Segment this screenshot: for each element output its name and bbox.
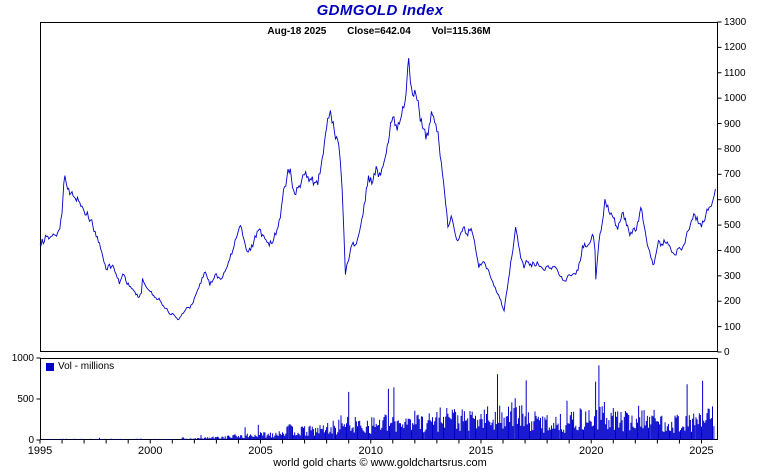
volume-axis-tick-1000: 1000 [11,353,34,364]
x-axis-tick-2020: 2020 [578,445,604,457]
price-axis-tick-300: 300 [724,270,741,282]
x-axis-tick-2010: 2010 [358,445,383,457]
chart-title: GDMGOLD Index [316,2,444,19]
price-axis-tick-400: 400 [724,245,741,257]
volume-bars-series [39,365,715,440]
price-line-series [39,57,716,321]
subtitle-close: Close=642.04 [347,26,411,37]
price-axis-tick-1000: 1000 [724,93,747,105]
x-axis-tick-2015: 2015 [468,445,494,457]
volume-axis-tick-500: 500 [17,394,34,405]
price-axis-tick-900: 900 [724,118,741,130]
volume-legend-swatch-icon [46,362,54,371]
volume-axis-tick-0: 0 [28,435,34,446]
price-axis-tick-700: 700 [724,169,741,181]
subtitle-date: Aug-18 2025 [267,26,327,37]
price-axis-tick-0: 0 [724,347,730,358]
price-axis-tick-500: 500 [724,220,741,232]
subtitle-volume: Vol=115.36M [431,26,491,37]
footer-credit: world gold charts © www.goldchartsrus.co… [273,457,487,469]
volume-legend-label: Vol - millions [58,361,115,372]
price-axis-tick-600: 600 [724,194,741,206]
price-axis-tick-1200: 1200 [724,42,747,54]
price-axis-tick-200: 200 [724,296,741,308]
price-axis-tick-1300: 1300 [724,17,747,28]
volume-legend: Vol - millions [46,361,114,372]
price-axis-tick-800: 800 [724,143,741,155]
price-chart-panel [39,21,722,353]
price-axis-tick-100: 100 [724,321,741,333]
x-axis-tick-2000: 2000 [137,445,163,457]
chart-subtitle: Aug-18 2025 Close=642.04 Vol=115.36M [40,26,718,37]
x-axis-tick-2005: 2005 [248,445,273,457]
x-axis-tick-1995: 1995 [27,445,53,457]
x-axis-tick-2025: 2025 [689,445,714,457]
price-axis-tick-1100: 1100 [724,67,746,79]
volume-chart-panel [36,357,718,444]
